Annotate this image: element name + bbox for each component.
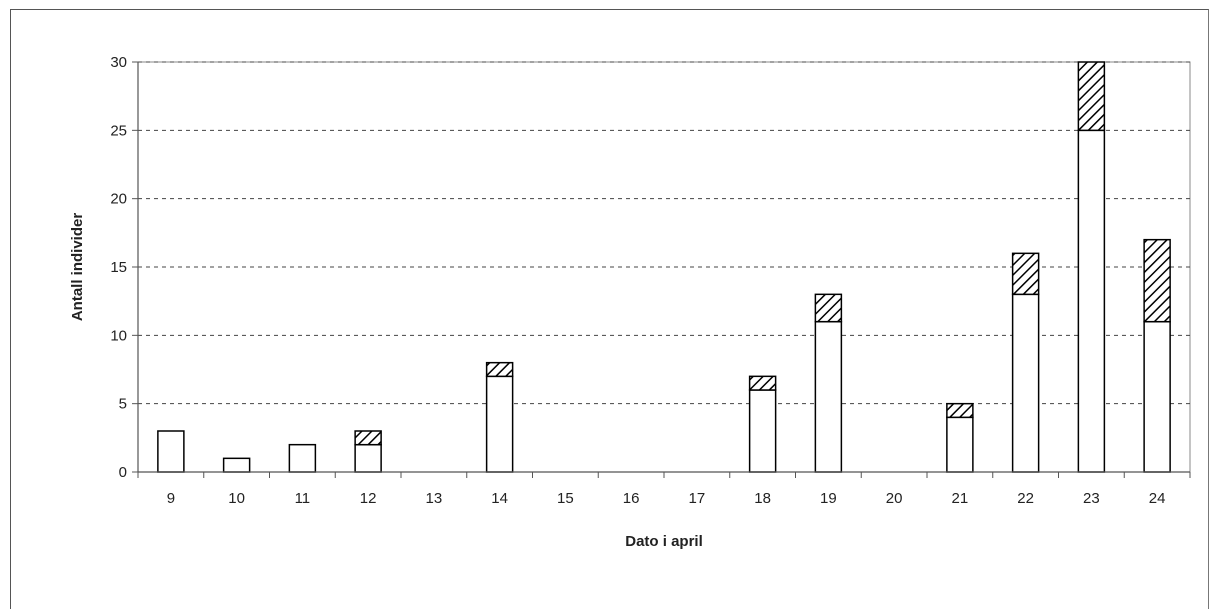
bar-segment-hatched (814, 293, 843, 323)
x-tick-label: 19 (820, 490, 837, 507)
bar-segment-plain (485, 375, 514, 473)
bar-segment-plain (1077, 129, 1106, 473)
y-tick-label: 20 (110, 191, 127, 208)
bar-segment-hatched (485, 361, 514, 378)
x-tick-label: 12 (360, 490, 377, 507)
x-tick-label: 11 (295, 490, 311, 507)
bars (157, 61, 1171, 473)
x-tick-label: 24 (1149, 490, 1166, 507)
y-tick-label: 0 (119, 464, 127, 481)
bar-segment-plain (748, 389, 777, 473)
bar-segment-plain (288, 443, 317, 473)
x-tick-label: 17 (689, 490, 706, 507)
y-tick-label: 30 (110, 54, 127, 71)
bar-segment-hatched (1143, 238, 1171, 323)
x-tick-label: 14 (491, 490, 508, 507)
y-axis-title: Antall individer (69, 213, 86, 322)
x-axis-title: Dato i april (625, 533, 703, 550)
bar-segment-plain (946, 416, 974, 473)
x-tick-label: 9 (167, 490, 175, 507)
bar-segment-plain (1011, 293, 1040, 473)
bar-segment-hatched (354, 430, 382, 446)
bar-segment-hatched (946, 402, 974, 419)
bar-segment-plain (1143, 320, 1171, 473)
y-tick-label: 25 (110, 122, 127, 139)
y-tick-label: 15 (110, 259, 127, 276)
x-tick-label: 13 (426, 490, 443, 507)
bar-segment-hatched (1077, 61, 1106, 132)
x-tick-label: 10 (228, 490, 245, 507)
x-tick-label: 22 (1017, 490, 1034, 507)
bar-segment-plain (157, 430, 185, 473)
bar-segment-hatched (1011, 252, 1040, 296)
bar-segment-plain (814, 320, 843, 473)
bar-segment-hatched (748, 375, 777, 391)
y-axis-ticks: 0 5 10 15 20 25 30 (110, 54, 138, 481)
x-tick-label: 16 (623, 490, 640, 507)
x-tick-label: 20 (886, 490, 903, 507)
x-tick-label: 18 (754, 490, 771, 507)
y-tick-label: 10 (110, 327, 127, 344)
x-tick-label: 21 (952, 490, 969, 507)
x-axis-ticks: 9 10 11 12 13 14 15 16 17 18 19 20 21 22 23 24 (137, 472, 1191, 507)
x-tick-label: 23 (1083, 490, 1100, 507)
x-tick-label: 15 (557, 490, 574, 507)
y-tick-label: 5 (119, 396, 127, 413)
chart-frame (10, 9, 1209, 609)
bar-segment-plain (222, 457, 251, 473)
bar-segment-plain (354, 443, 382, 473)
